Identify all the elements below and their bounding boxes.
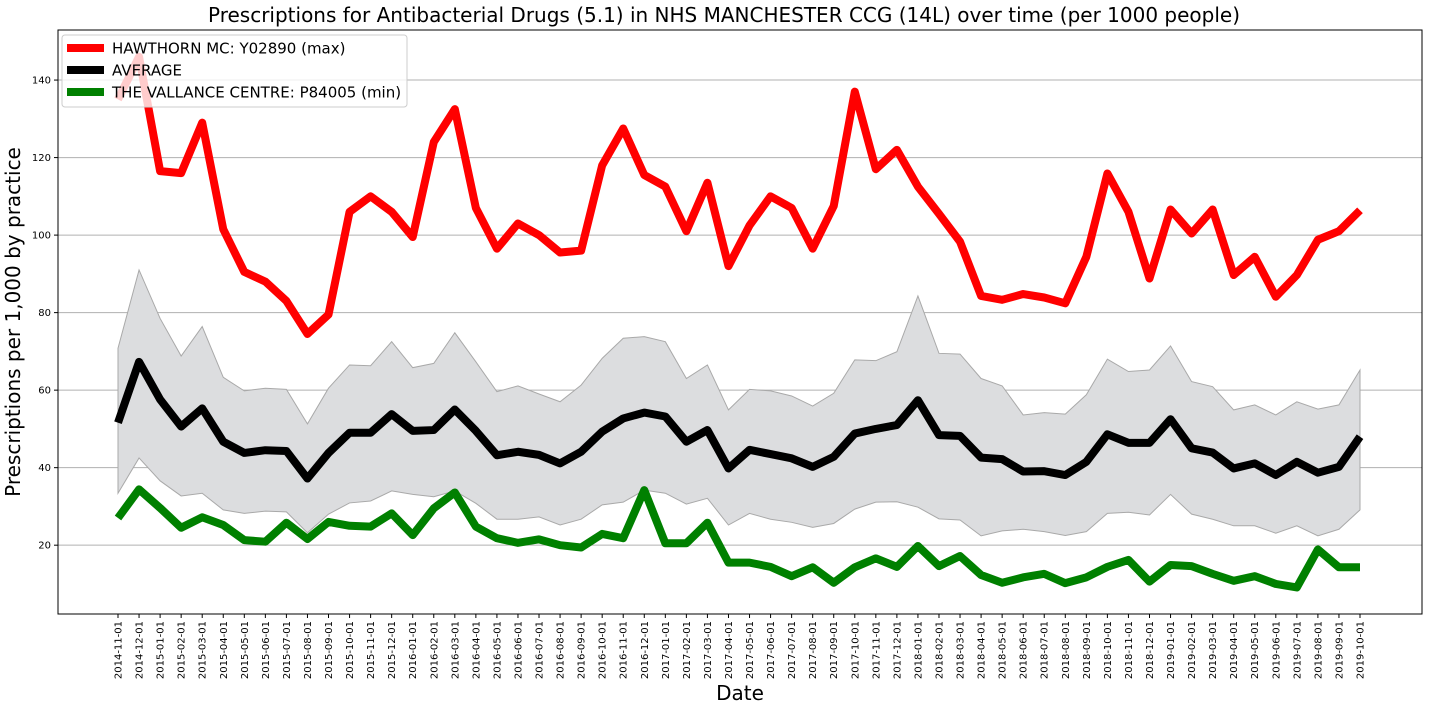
series-lines <box>114 52 1364 592</box>
x-tick-label: 2016-05-01 <box>492 621 503 679</box>
x-tick-label: 2015-10-01 <box>345 621 356 679</box>
x-tick-label: 2018-02-01 <box>934 621 945 679</box>
x-tick-label: 2019-07-01 <box>1292 621 1303 679</box>
x-tick-label: 2016-06-01 <box>513 621 524 679</box>
x-tick-label: 2018-04-01 <box>977 621 988 679</box>
series-line-0 <box>114 52 1363 338</box>
plot-area-frame <box>57 29 1423 615</box>
x-tick-label: 2019-08-01 <box>1313 621 1324 679</box>
y-tick-label: 60 <box>38 386 51 397</box>
y-tick-label: 100 <box>32 231 51 242</box>
x-tick-label: 2016-12-01 <box>640 621 651 679</box>
y-tick-label: 20 <box>38 541 51 552</box>
x-tick-label: 2017-12-01 <box>892 621 903 679</box>
x-tick-label: 2016-02-01 <box>429 621 440 679</box>
range-band <box>117 268 1361 537</box>
x-tick-label: 2015-12-01 <box>387 621 398 679</box>
x-tick-label: 2018-06-01 <box>1019 621 1030 679</box>
x-axis: 2014-11-01 2014-12-01 2015-01-01 2015-02-01… <box>114 614 1367 679</box>
x-tick-label: 2017-02-01 <box>682 621 693 679</box>
y-tick-label: 120 <box>32 153 51 164</box>
x-tick-label: 2015-05-01 <box>240 621 251 679</box>
series-line-2 <box>114 485 1360 592</box>
x-tick-label: 2017-05-01 <box>745 621 756 679</box>
x-tick-label: 2018-11-01 <box>1124 621 1135 679</box>
x-tick-label: 2017-11-01 <box>871 621 882 679</box>
x-tick-label: 2017-10-01 <box>850 621 861 679</box>
x-tick-label: 2017-04-01 <box>724 621 735 679</box>
x-tick-label: 2019-06-01 <box>1271 621 1282 679</box>
x-tick-label: 2017-09-01 <box>829 621 840 679</box>
x-tick-label: 2016-04-01 <box>471 621 482 679</box>
x-tick-label: 2016-09-01 <box>577 621 588 679</box>
legend-box <box>61 34 408 108</box>
x-tick-label: 2018-10-01 <box>1103 621 1114 679</box>
y-axis-label: Prescriptions per 1,000 by practice <box>1 147 25 497</box>
x-tick-label: 2018-12-01 <box>1145 621 1156 679</box>
legend-label: AVERAGE <box>112 62 182 80</box>
x-tick-label: 2018-01-01 <box>913 621 924 679</box>
y-tick-label: 40 <box>38 463 51 474</box>
x-tick-label: 2015-08-01 <box>303 621 314 679</box>
x-tick-label: 2017-06-01 <box>766 621 777 679</box>
x-tick-label: 2015-04-01 <box>219 621 230 679</box>
x-tick-label: 2019-03-01 <box>1208 621 1219 679</box>
x-tick-label: 2019-05-01 <box>1250 621 1261 679</box>
x-tick-label: 2014-12-01 <box>135 621 146 679</box>
x-tick-label: 2018-03-01 <box>956 621 967 679</box>
x-tick-label: 2018-05-01 <box>998 621 1009 679</box>
x-tick-label: 2016-07-01 <box>535 621 546 679</box>
min-max-band <box>117 268 1361 537</box>
x-tick-label: 2018-08-01 <box>1061 621 1072 679</box>
legend-label: HAWTHORN MC: Y02890 (max) <box>112 40 345 58</box>
x-tick-label: 2018-09-01 <box>1082 621 1093 679</box>
x-tick-label: 2019-09-01 <box>1334 621 1345 679</box>
x-tick-label: 2015-03-01 <box>198 621 209 679</box>
x-tick-label: 2017-07-01 <box>787 621 798 679</box>
legend-label: THE VALLANCE CENTRE: P84005 (min) <box>111 84 401 102</box>
x-tick-label: 2016-11-01 <box>619 621 630 679</box>
x-tick-label: 2015-02-01 <box>177 621 188 679</box>
x-tick-label: 2015-06-01 <box>261 621 272 679</box>
x-tick-label: 2016-01-01 <box>408 621 419 679</box>
x-tick-label: 2014-11-01 <box>114 621 125 679</box>
x-axis-label: Date <box>716 681 764 705</box>
x-tick-label: 2016-03-01 <box>450 621 461 679</box>
x-tick-label: 2017-01-01 <box>661 621 672 679</box>
y-tick-label: 140 <box>32 76 51 87</box>
chart-title: Prescriptions for Antibacterial Drugs (5… <box>208 3 1240 27</box>
x-tick-label: 2016-10-01 <box>598 621 609 679</box>
x-tick-label: 2016-08-01 <box>556 621 567 679</box>
x-tick-label: 2019-02-01 <box>1187 621 1198 679</box>
x-tick-label: 2015-09-01 <box>324 621 335 679</box>
x-tick-label: 2018-07-01 <box>1040 621 1051 679</box>
x-tick-label: 2015-07-01 <box>282 621 293 679</box>
series-line-1 <box>114 357 1364 483</box>
x-tick-label: 2015-11-01 <box>366 621 377 679</box>
y-tick-label: 80 <box>38 308 51 319</box>
x-tick-label: 2019-01-01 <box>1166 621 1177 679</box>
x-tick-label: 2019-10-01 <box>1356 621 1367 679</box>
x-tick-label: 2017-03-01 <box>703 621 714 679</box>
legend: HAWTHORN MC: Y02890 (max) AVERAGE THE VALL… <box>61 34 408 108</box>
x-tick-label: 2017-08-01 <box>808 621 819 679</box>
y-axis: 20 40 60 80 100 120 140 <box>32 76 58 552</box>
x-tick-label: 2019-04-01 <box>1229 621 1240 679</box>
x-tick-label: 2015-01-01 <box>156 621 167 679</box>
